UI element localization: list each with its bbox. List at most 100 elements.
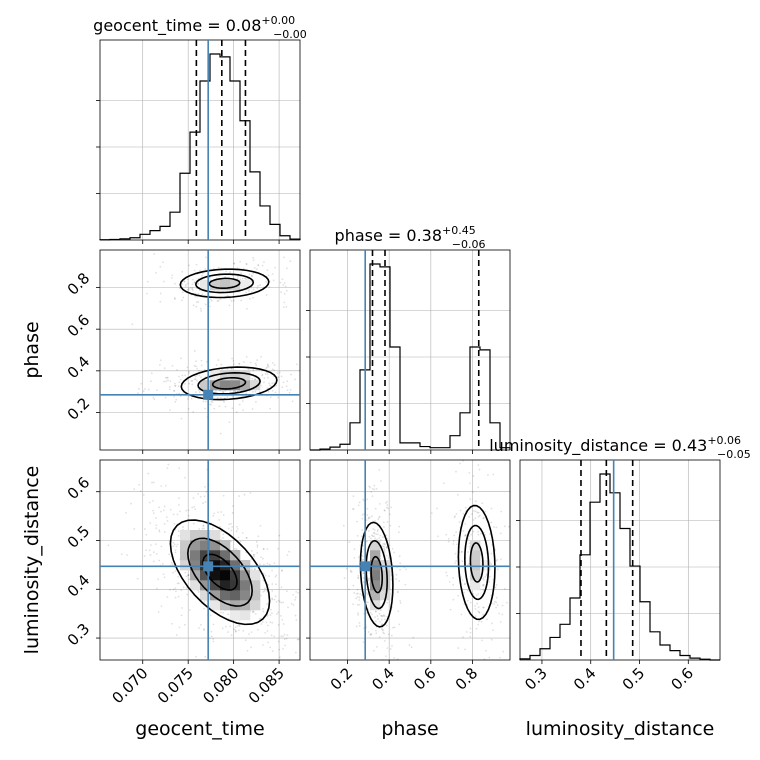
sample-point: [495, 526, 498, 529]
sample-point: [396, 658, 399, 660]
sample-point: [381, 628, 384, 631]
sample-point: [192, 304, 195, 307]
density-cell: [470, 540, 481, 551]
sample-point: [232, 363, 235, 366]
sample-point: [477, 511, 480, 514]
sample-point: [344, 377, 346, 379]
tick-label-y-luminosity-distance: 0.3: [64, 620, 94, 650]
sample-point: [179, 510, 181, 513]
sample-point: [202, 400, 205, 403]
sample-point: [398, 525, 401, 528]
sample-point: [246, 649, 249, 652]
sample-point: [218, 275, 221, 277]
sample-point: [158, 506, 161, 509]
sample-point: [358, 501, 361, 504]
sample-point: [361, 559, 364, 562]
sample-point: [390, 634, 393, 637]
sample-point: [303, 296, 305, 298]
sample-point: [447, 537, 450, 540]
sample-point: [227, 527, 230, 530]
sample-point: [199, 495, 202, 498]
density-cell: [240, 580, 251, 591]
sample-point: [256, 359, 259, 361]
sample-point: [454, 562, 456, 565]
sample-point: [240, 272, 243, 275]
sample-point: [376, 530, 379, 533]
sample-point: [279, 281, 282, 284]
sample-point: [397, 610, 400, 613]
sample-point: [177, 595, 180, 598]
sample-point: [192, 522, 195, 525]
sample-point: [155, 272, 158, 274]
density-cell: [210, 560, 221, 571]
sample-point: [446, 574, 448, 577]
sample-point: [304, 371, 306, 373]
sample-point: [194, 391, 197, 394]
sample-point: [194, 292, 197, 295]
density-cell: [200, 530, 211, 541]
sample-point: [385, 546, 388, 548]
sample-point: [250, 646, 252, 649]
sample-point: [356, 596, 359, 598]
sample-point: [468, 542, 471, 545]
sample-point: [131, 323, 134, 326]
sample-point: [295, 591, 298, 593]
sample-point: [355, 625, 358, 628]
sample-point: [269, 396, 272, 399]
sample-point: [282, 284, 285, 286]
sample-point: [195, 360, 197, 363]
sample-point: [308, 397, 310, 399]
sample-point: [381, 622, 383, 625]
sample-point: [430, 512, 433, 515]
sample-point: [477, 464, 480, 466]
sample-point: [266, 363, 269, 366]
contour-mode0-level2: [179, 268, 270, 299]
sample-point: [385, 534, 388, 537]
sample-point: [234, 390, 237, 393]
sample-point: [254, 362, 257, 365]
sample-point: [462, 512, 465, 515]
sample-point: [478, 620, 480, 623]
sample-point: [294, 651, 297, 654]
sample-point: [452, 598, 455, 601]
sample-point: [250, 568, 253, 571]
sample-point: [359, 593, 362, 595]
sample-point: [383, 509, 386, 512]
sample-point: [252, 257, 255, 259]
sample-point: [383, 526, 385, 528]
sample-point: [478, 468, 481, 471]
sample-point: [271, 621, 274, 624]
sample-point: [370, 632, 373, 635]
sample-point: [193, 350, 196, 352]
density-cell: [220, 380, 231, 391]
sample-point: [498, 656, 501, 659]
sample-point: [405, 568, 408, 571]
sample-point: [320, 613, 322, 615]
sample-point: [245, 291, 248, 294]
sample-point: [206, 247, 208, 249]
sample-point: [181, 299, 183, 302]
sample-point: [453, 516, 456, 519]
sample-point: [474, 604, 476, 607]
density-cell: [220, 580, 231, 591]
sample-point: [230, 522, 232, 525]
sample-point: [281, 569, 283, 572]
sample-point: [219, 432, 222, 435]
sample-point: [251, 408, 254, 410]
sample-point: [457, 594, 459, 597]
sample-point: [476, 511, 479, 514]
sample-point: [264, 574, 267, 577]
sample-point: [375, 646, 378, 648]
density-cell: [370, 540, 381, 551]
sample-point: [197, 591, 200, 593]
sample-point: [477, 623, 480, 626]
sample-point: [137, 392, 139, 395]
sample-point: [469, 635, 472, 638]
sample-point: [477, 530, 479, 533]
sample-point: [203, 368, 206, 371]
sample-point: [452, 540, 455, 542]
density-cell: [230, 610, 241, 621]
sample-point: [187, 370, 190, 373]
density-cell: [220, 570, 231, 581]
sample-point: [262, 579, 265, 582]
